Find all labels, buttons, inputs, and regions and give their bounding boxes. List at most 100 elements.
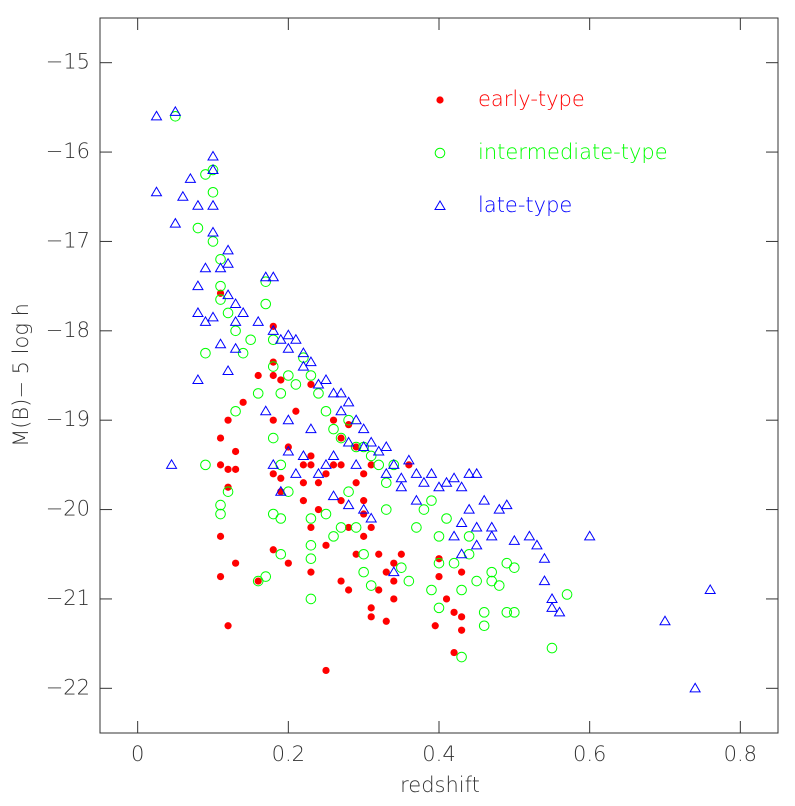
data-point	[224, 465, 232, 473]
data-point	[463, 531, 475, 542]
data-point	[410, 494, 423, 505]
data-point	[170, 111, 181, 122]
data-point	[245, 334, 256, 346]
data-point	[222, 257, 234, 268]
data-point	[216, 532, 225, 540]
data-point	[192, 280, 204, 291]
x-tick-label: 0.2	[272, 742, 305, 766]
data-point	[360, 510, 368, 518]
data-point	[267, 458, 280, 469]
data-point	[441, 513, 452, 524]
data-point	[455, 481, 468, 492]
data-point	[387, 458, 400, 469]
data-point	[350, 458, 363, 469]
data-point	[411, 522, 422, 533]
data-point	[192, 373, 204, 384]
data-point	[207, 186, 219, 198]
data-point	[345, 586, 353, 594]
data-point	[307, 568, 315, 576]
plot-frame	[99, 17, 779, 734]
data-point	[380, 441, 393, 451]
data-point	[380, 504, 392, 515]
data-point	[352, 443, 360, 451]
data-point	[229, 298, 242, 308]
y-tick-label: −21	[46, 586, 90, 610]
data-point	[216, 434, 225, 442]
data-point	[289, 467, 302, 478]
data-point	[184, 172, 197, 183]
data-point	[282, 329, 295, 340]
data-point	[216, 461, 225, 469]
data-point	[458, 626, 466, 634]
data-point	[207, 150, 219, 161]
data-point	[455, 516, 468, 527]
data-point	[486, 566, 498, 578]
data-point	[478, 494, 491, 505]
data-point	[292, 407, 300, 415]
data-point	[267, 324, 280, 335]
data-point	[360, 470, 368, 478]
data-point	[433, 602, 445, 614]
data-point	[350, 414, 363, 425]
data-point	[314, 479, 323, 487]
data-point	[500, 499, 513, 510]
data-point	[200, 347, 211, 359]
data-point	[395, 481, 408, 492]
data-point	[538, 552, 551, 563]
data-point	[431, 622, 439, 630]
data-point	[426, 495, 437, 506]
data-point	[299, 479, 307, 487]
data-point	[387, 566, 400, 577]
data-point	[199, 262, 212, 273]
data-point	[207, 226, 219, 237]
data-point	[305, 370, 317, 381]
data-point	[313, 388, 324, 399]
data-point	[305, 513, 317, 524]
data-point	[289, 333, 302, 344]
data-point	[390, 577, 398, 585]
data-point	[426, 584, 437, 596]
data-point	[214, 338, 227, 349]
data-point	[360, 497, 368, 505]
data-point	[260, 571, 272, 582]
data-point	[410, 467, 423, 478]
data-point	[328, 531, 339, 542]
data-point	[358, 548, 369, 560]
data-point	[150, 186, 163, 197]
data-point	[305, 553, 317, 565]
data-point	[458, 613, 466, 621]
data-point	[337, 497, 345, 505]
data-point	[230, 405, 241, 417]
legend-marker	[436, 96, 444, 104]
data-point	[397, 550, 405, 558]
data-point	[222, 365, 234, 376]
data-point	[335, 522, 347, 533]
data-point	[367, 613, 375, 621]
data-point	[365, 512, 378, 523]
data-point	[320, 458, 332, 469]
data-point	[307, 452, 315, 460]
data-point	[215, 280, 226, 292]
data-point	[456, 651, 467, 663]
data-point	[455, 548, 468, 559]
data-point	[232, 447, 240, 456]
data-point	[252, 388, 264, 399]
x-tick-label: 0.6	[573, 742, 606, 766]
data-point	[329, 461, 338, 469]
data-point	[215, 499, 226, 511]
data-point	[269, 546, 277, 554]
data-point	[328, 423, 339, 435]
data-point	[169, 105, 182, 116]
data-point	[335, 405, 347, 416]
data-point	[232, 559, 240, 567]
y-tick-label: −19	[46, 407, 90, 431]
data-point	[367, 604, 375, 612]
data-point	[254, 371, 262, 380]
data-point	[297, 449, 310, 460]
data-point	[237, 306, 250, 317]
data-point	[277, 376, 285, 384]
legend-marker	[434, 200, 446, 210]
data-point	[470, 521, 483, 532]
data-point	[216, 572, 225, 581]
data-point	[365, 580, 377, 591]
